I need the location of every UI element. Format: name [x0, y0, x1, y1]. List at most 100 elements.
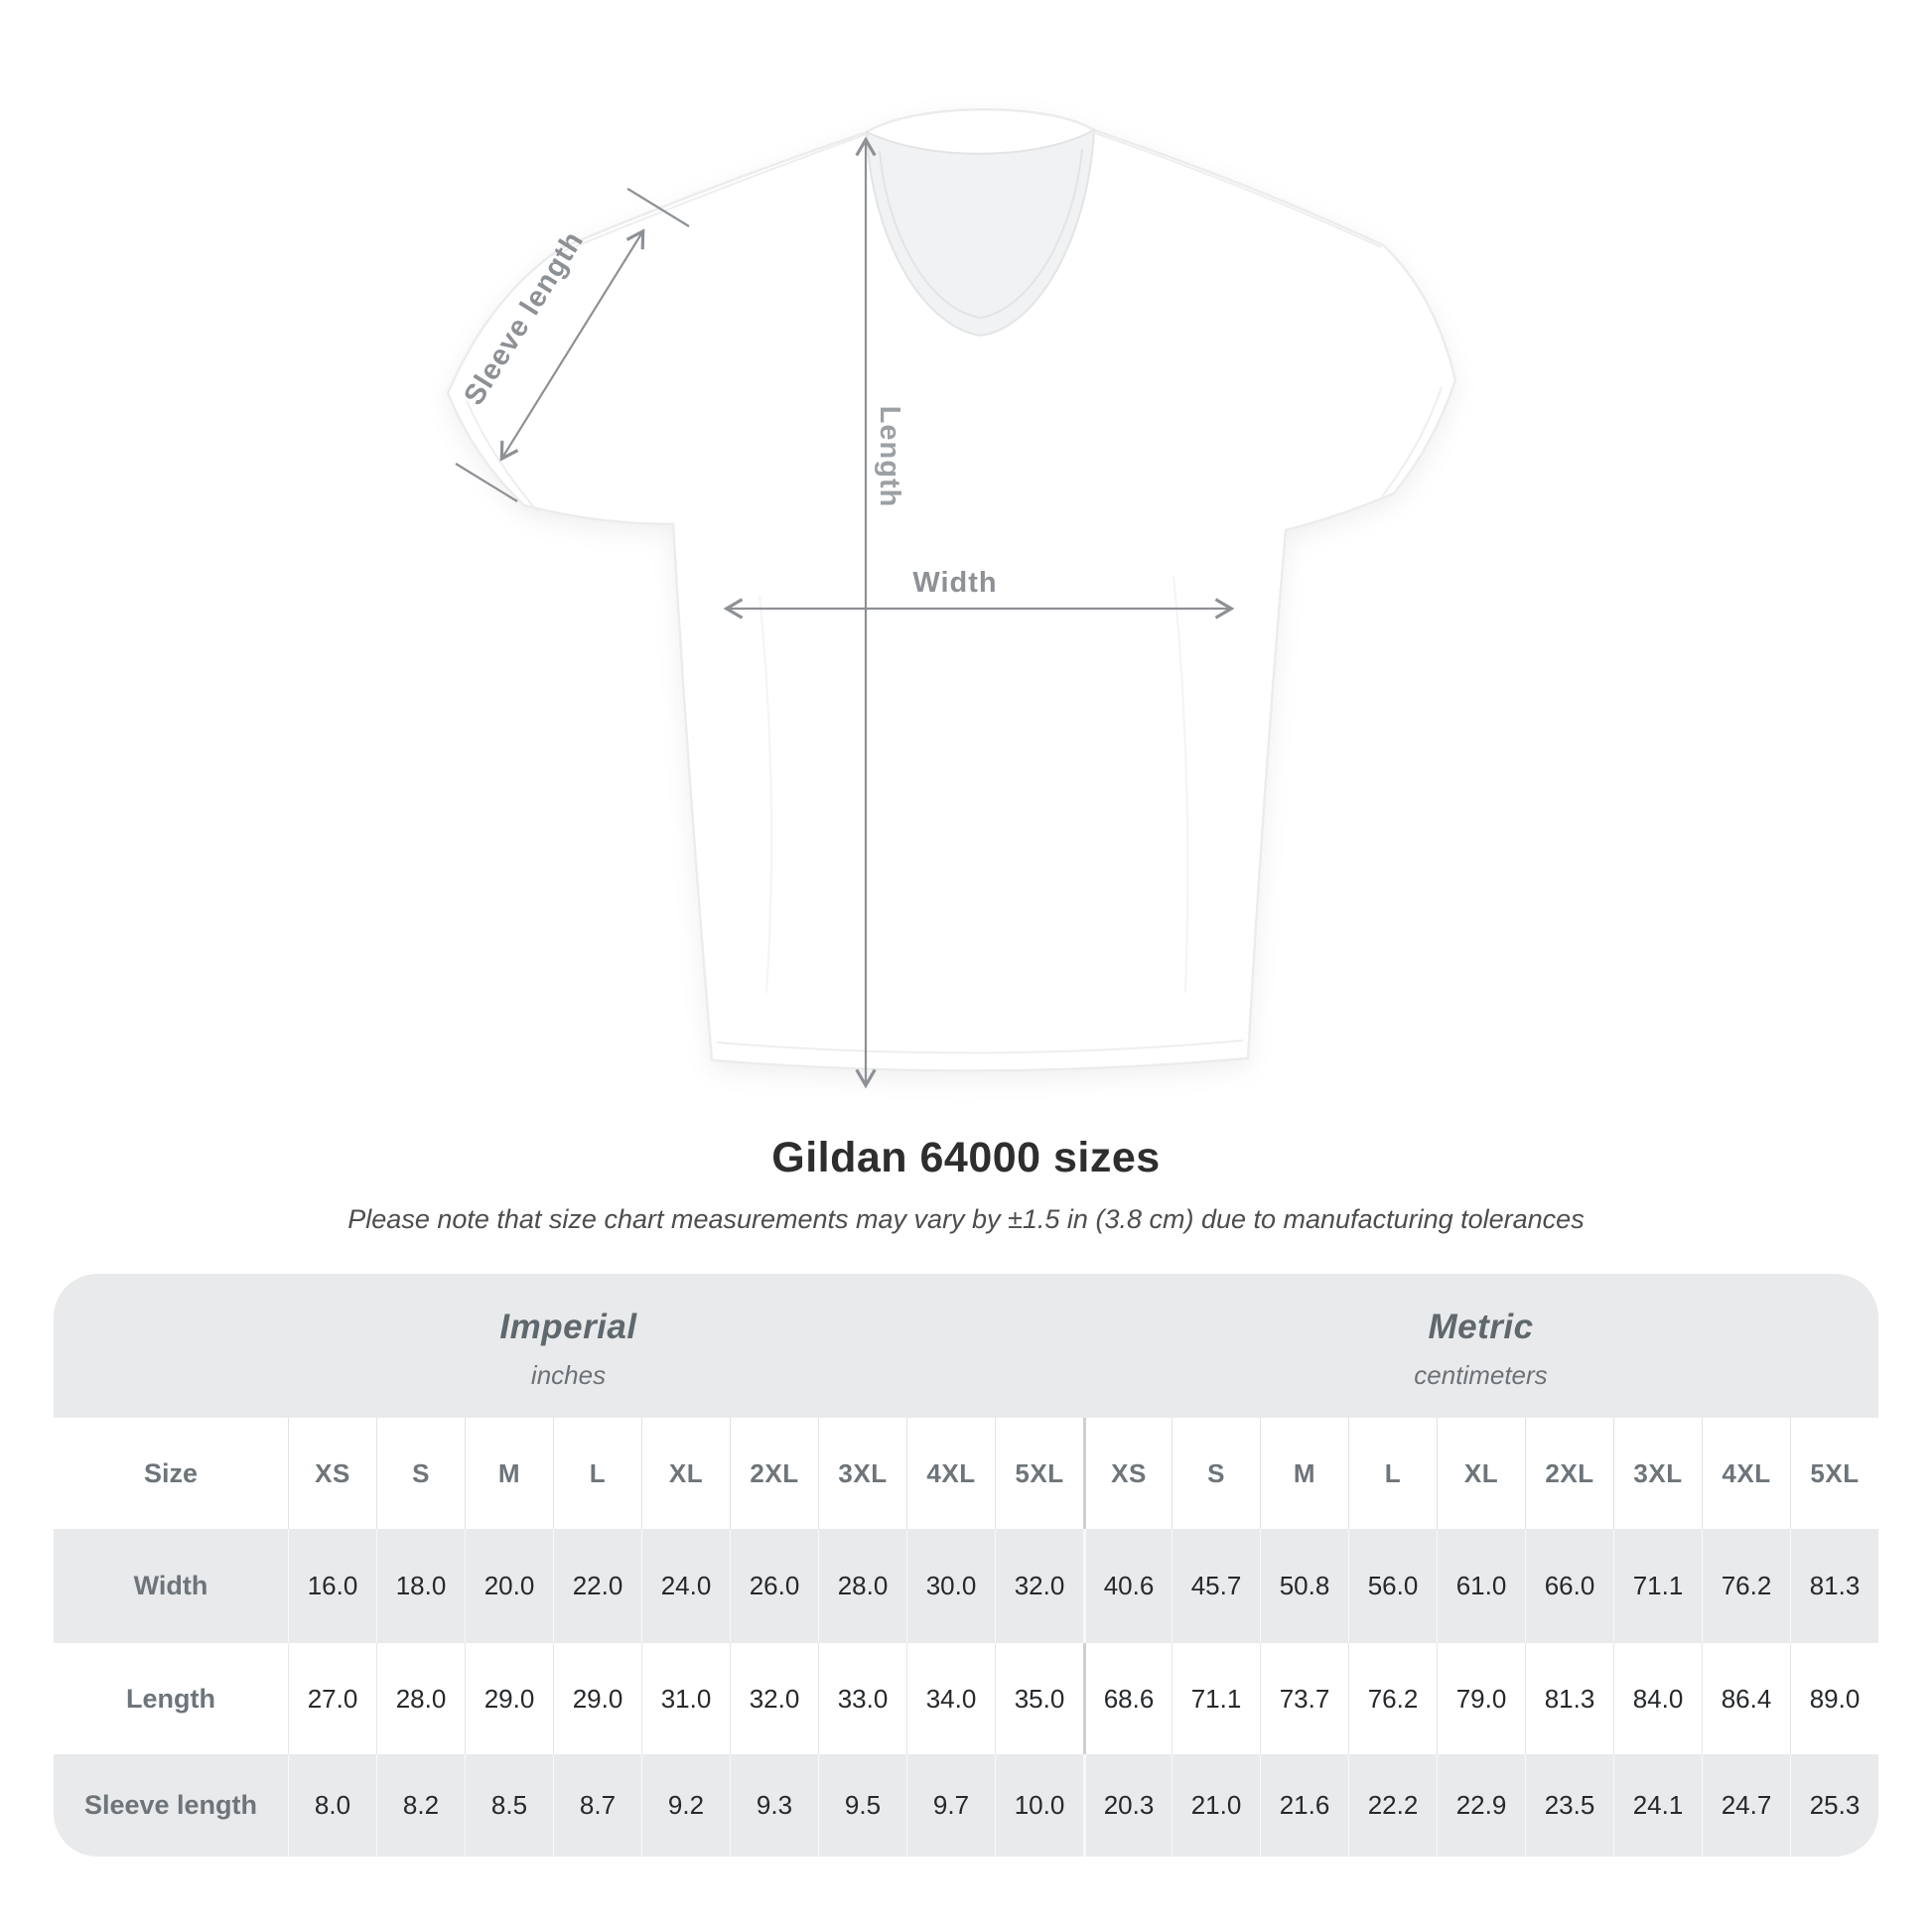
- value-cell: 8.5: [465, 1754, 553, 1857]
- value-cell: 29.0: [465, 1643, 553, 1754]
- value-cell: 16.0: [288, 1529, 376, 1643]
- value-cell: 26.0: [730, 1529, 818, 1643]
- size-col-header: 3XL: [818, 1418, 906, 1529]
- value-cell: 45.7: [1172, 1529, 1260, 1643]
- value-cell: 76.2: [1702, 1529, 1790, 1643]
- sleeve-arrow-bottom-tick: [455, 463, 518, 502]
- value-cell: 8.0: [288, 1754, 376, 1857]
- metric-title: Metric: [1428, 1307, 1534, 1346]
- metric-unit: centimeters: [1414, 1359, 1548, 1390]
- value-cell: 8.7: [553, 1754, 641, 1857]
- tshirt-diagram: Sleeve length Length Width: [446, 108, 1457, 1089]
- size-col-header: 3XL: [1613, 1418, 1702, 1529]
- value-cell: 21.0: [1172, 1754, 1260, 1857]
- value-cell: 34.0: [906, 1643, 995, 1754]
- value-cell: 8.2: [376, 1754, 465, 1857]
- sleeve-length-row: Sleeve length 8.0 8.2 8.5 8.7 9.2 9.3 9.5 9.7 10…: [54, 1754, 1878, 1857]
- value-cell: 79.0: [1437, 1643, 1525, 1754]
- sleeve-arrow-top-tick: [626, 188, 690, 227]
- value-cell: 28.0: [376, 1643, 465, 1754]
- value-cell: 73.7: [1260, 1643, 1348, 1754]
- size-col-header: M: [1260, 1418, 1348, 1529]
- size-col-header: 4XL: [906, 1418, 995, 1529]
- value-cell: 9.3: [730, 1754, 818, 1857]
- value-cell: 29.0: [553, 1643, 641, 1754]
- row-label-sleeve-length: Sleeve length: [83, 1790, 258, 1820]
- size-col-header: 2XL: [1525, 1418, 1613, 1529]
- value-cell: 22.2: [1348, 1754, 1437, 1857]
- value-cell: 89.0: [1790, 1643, 1878, 1754]
- value-cell: 28.0: [818, 1529, 906, 1643]
- size-col-header: 5XL: [995, 1418, 1083, 1529]
- tshirt-svg: Sleeve length Length Width: [446, 108, 1457, 1089]
- size-col-header: M: [465, 1418, 553, 1529]
- value-cell: 21.6: [1260, 1754, 1348, 1857]
- value-cell: 30.0: [906, 1529, 995, 1643]
- value-cell: 32.0: [995, 1529, 1083, 1643]
- size-table: Imperial inches Metric centimeters Size …: [54, 1274, 1878, 1857]
- value-cell: 9.5: [818, 1754, 906, 1857]
- value-cell: 20.3: [1083, 1754, 1172, 1857]
- value-cell: 61.0: [1437, 1529, 1525, 1643]
- value-cell: 23.5: [1525, 1754, 1613, 1857]
- row-label-length: Length: [126, 1683, 215, 1714]
- length-row: Length 27.0 28.0 29.0 29.0 31.0 32.0 33.0 34.0 3…: [54, 1643, 1878, 1754]
- measurement-arrows: [455, 136, 1235, 1089]
- tolerance-note: Please note that size chart measurements…: [347, 1204, 1585, 1234]
- size-col-header: 4XL: [1702, 1418, 1790, 1529]
- width-label: Width: [912, 567, 997, 599]
- value-cell: 18.0: [376, 1529, 465, 1643]
- page-title: Gildan 64000 sizes: [771, 1134, 1161, 1181]
- value-cell: 81.3: [1525, 1643, 1613, 1754]
- value-cell: 10.0: [995, 1754, 1083, 1857]
- size-col-header: XS: [288, 1418, 376, 1529]
- value-cell: 27.0: [288, 1643, 376, 1754]
- value-cell: 86.4: [1702, 1643, 1790, 1754]
- value-cell: 9.2: [641, 1754, 730, 1857]
- value-cell: 71.1: [1172, 1643, 1260, 1754]
- value-cell: 84.0: [1613, 1643, 1702, 1754]
- value-cell: 76.2: [1348, 1643, 1437, 1754]
- value-cell: 35.0: [995, 1643, 1083, 1754]
- size-column-label: Size: [143, 1457, 199, 1488]
- imperial-section-header: Imperial inches: [54, 1274, 1083, 1418]
- size-col-header: XL: [1437, 1418, 1525, 1529]
- value-cell: 32.0: [730, 1643, 818, 1754]
- value-cell: 31.0: [641, 1643, 730, 1754]
- tshirt-graphic: [446, 108, 1457, 1072]
- value-cell: 22.9: [1437, 1754, 1525, 1857]
- size-col-header: XS: [1083, 1418, 1172, 1529]
- value-cell: 66.0: [1525, 1529, 1613, 1643]
- value-cell: 40.6: [1083, 1529, 1172, 1643]
- size-col-header: L: [1348, 1418, 1437, 1529]
- size-col-header: 5XL: [1790, 1418, 1878, 1529]
- value-cell: 22.0: [553, 1529, 641, 1643]
- value-cell: 24.7: [1702, 1754, 1790, 1857]
- row-label-width: Width: [133, 1571, 208, 1600]
- value-cell: 81.3: [1790, 1529, 1878, 1643]
- width-row: Width 16.0 18.0 20.0 22.0 24.0 26.0 28.0 30.0 32…: [54, 1529, 1878, 1643]
- size-col-header: L: [553, 1418, 641, 1529]
- value-cell: 68.6: [1083, 1643, 1172, 1754]
- value-cell: 33.0: [818, 1643, 906, 1754]
- value-cell: 71.1: [1613, 1529, 1702, 1643]
- size-header-row: Size XS S M L XL 2XL 3XL 4XL 5XL XS S M L XL 2XL 3XL 4XL…: [54, 1418, 1878, 1529]
- metric-section-header: Metric centimeters: [1083, 1274, 1878, 1418]
- unit-header-row: Imperial inches Metric centimeters: [54, 1274, 1878, 1418]
- size-col-header: S: [376, 1418, 465, 1529]
- value-cell: 50.8: [1260, 1529, 1348, 1643]
- size-col-header: XL: [641, 1418, 730, 1529]
- value-cell: 9.7: [906, 1754, 995, 1857]
- imperial-title: Imperial: [499, 1307, 637, 1346]
- size-col-header: S: [1172, 1418, 1260, 1529]
- value-cell: 20.0: [465, 1529, 553, 1643]
- imperial-unit: inches: [530, 1359, 607, 1390]
- length-label: Length: [874, 406, 905, 508]
- value-cell: 56.0: [1348, 1529, 1437, 1643]
- size-col-header: 2XL: [730, 1418, 818, 1529]
- value-cell: 24.0: [641, 1529, 730, 1643]
- sleeve-length-arrow: [499, 228, 645, 462]
- value-cell: 24.1: [1613, 1754, 1702, 1857]
- value-cell: 25.3: [1790, 1754, 1878, 1857]
